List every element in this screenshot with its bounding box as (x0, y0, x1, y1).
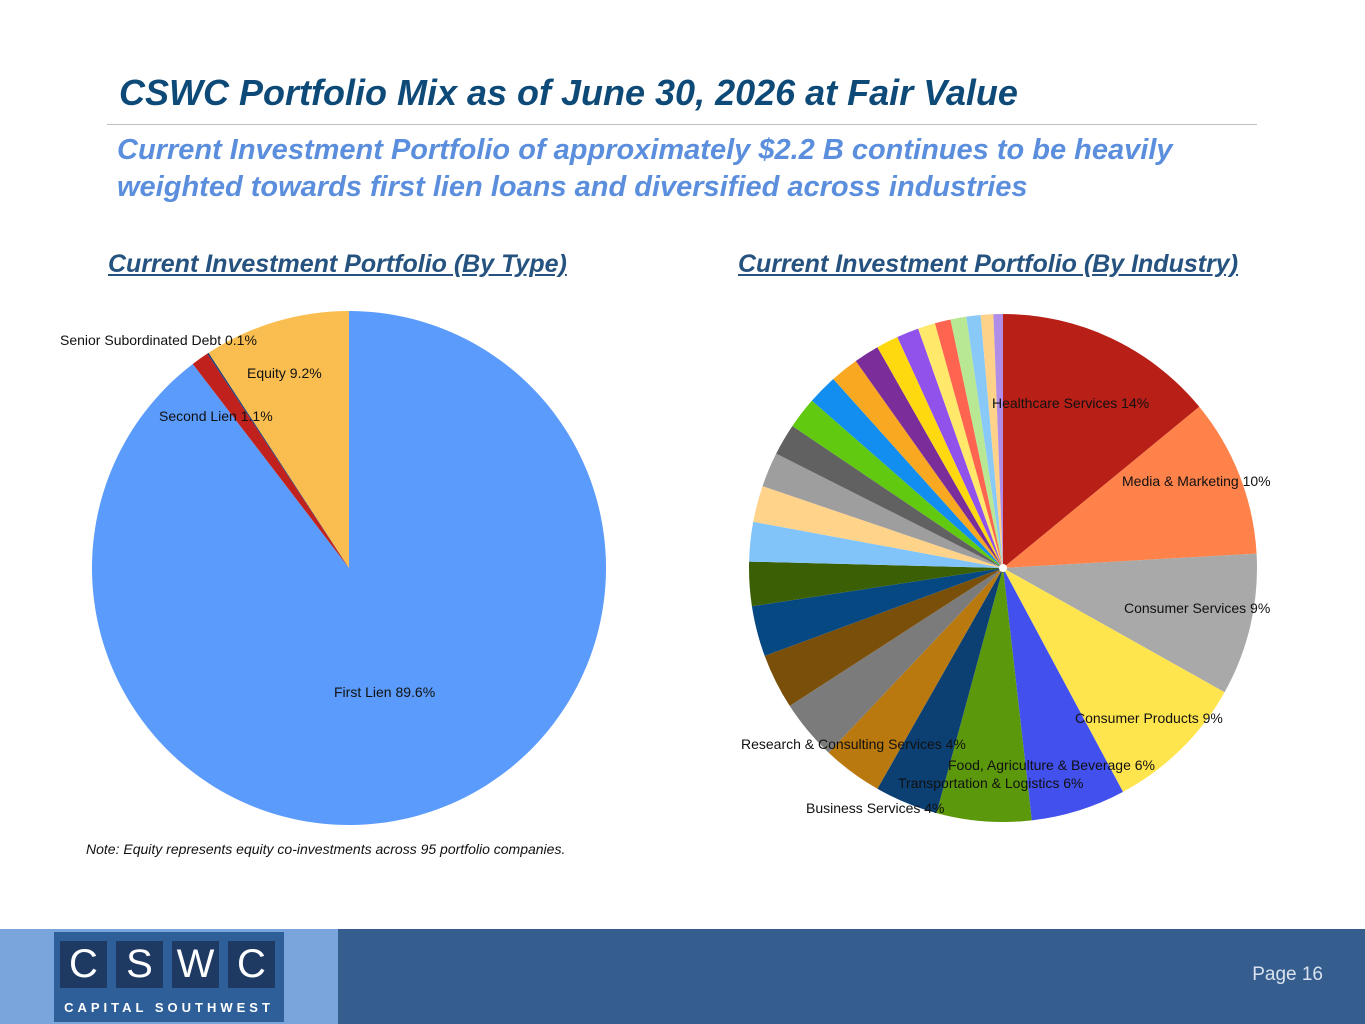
title-divider (107, 124, 1257, 125)
pie-slice (950, 316, 1003, 568)
logo-letter: S (116, 941, 163, 988)
pie-center-dot (999, 564, 1007, 572)
pie-slice (855, 347, 1003, 568)
pie-slice (877, 568, 1003, 814)
pie-slice (828, 568, 1003, 789)
pie-slice (751, 568, 1003, 656)
slice-label: Second Lien 1.1% (159, 408, 273, 424)
pie-slice (918, 323, 1003, 568)
pie-slice (764, 568, 1003, 706)
pie-slice (192, 353, 349, 568)
slice-label: First Lien 89.6% (334, 684, 435, 700)
footer-logo-panel: C S W C CAPITAL SOUTHWEST (0, 929, 338, 1024)
slice-label: Research & Consulting Services 4% (741, 736, 966, 752)
pie-slice (993, 314, 1003, 568)
pie-slice (877, 337, 1003, 568)
pie-slice (1003, 568, 1123, 821)
type-pie: First Lien 89.6% Second Lien 1.1% Senior S… (60, 311, 606, 825)
pie-slice (833, 361, 1003, 568)
equity-note: Note: Equity represents equity co-invest… (86, 841, 566, 857)
slice-label: Senior Subordinated Debt 0.1% (60, 332, 257, 348)
pie-slice (753, 486, 1003, 568)
industry-pie: Healthcare Services 14% Media & Marketing… (741, 314, 1271, 822)
pie-slice (897, 328, 1003, 568)
slice-label: Consumer Services 9% (1124, 600, 1270, 616)
page-number: Page 16 (1252, 964, 1323, 985)
pie-slice (762, 453, 1003, 568)
pie-slice (91, 311, 606, 825)
pie-charts: First Lien 89.6% Second Lien 1.1% Senior S… (60, 311, 1271, 825)
pie-slice (776, 426, 1003, 568)
pie-slice (749, 561, 1003, 607)
slice-label: Healthcare Services 14% (992, 395, 1149, 411)
pie-slice (1003, 568, 1225, 792)
slice-label: Consumer Products 9% (1075, 710, 1223, 726)
slice-label: Transportation & Logistics 6% (898, 775, 1083, 791)
logo-letter: C (60, 941, 107, 988)
slice-label: Business Services 4% (806, 800, 945, 816)
pie-slice (966, 314, 1003, 568)
slice-label: Food, Agriculture & Beverage 6% (948, 757, 1155, 773)
logo-tagline: CAPITAL SOUTHWEST (64, 1000, 274, 1015)
page-subtitle: Current Investment Portfolio of approxim… (117, 134, 1173, 203)
pie-slice (207, 352, 349, 568)
type-chart-title: Current Investment Portfolio (By Type) (108, 250, 567, 278)
logo-letter: C (228, 941, 275, 988)
pie-slice (980, 314, 1003, 568)
pie-slice (1003, 553, 1257, 693)
pie-slice (934, 319, 1003, 568)
cswc-logo: C S W C CAPITAL SOUTHWEST (54, 932, 284, 1022)
logo-letter: W (172, 941, 219, 988)
pie-slice (1003, 314, 1200, 568)
pie-slice (1003, 406, 1257, 568)
footer-bar: C S W C CAPITAL SOUTHWEST Page 16 (0, 929, 1365, 1024)
pie-slice (811, 379, 1003, 568)
pie-slice (792, 400, 1003, 568)
slice-label: Equity 9.2% (247, 365, 322, 381)
slice-label: Media & Marketing 10% (1122, 473, 1271, 489)
page-title: CSWC Portfolio Mix as of June 30, 2026 a… (119, 72, 1018, 113)
pie-slice (936, 568, 1032, 822)
pie-slice (749, 521, 1003, 568)
pie-slice (208, 311, 349, 568)
pie-slice (789, 568, 1003, 753)
industry-chart-title: Current Investment Portfolio (By Industr… (738, 250, 1239, 278)
